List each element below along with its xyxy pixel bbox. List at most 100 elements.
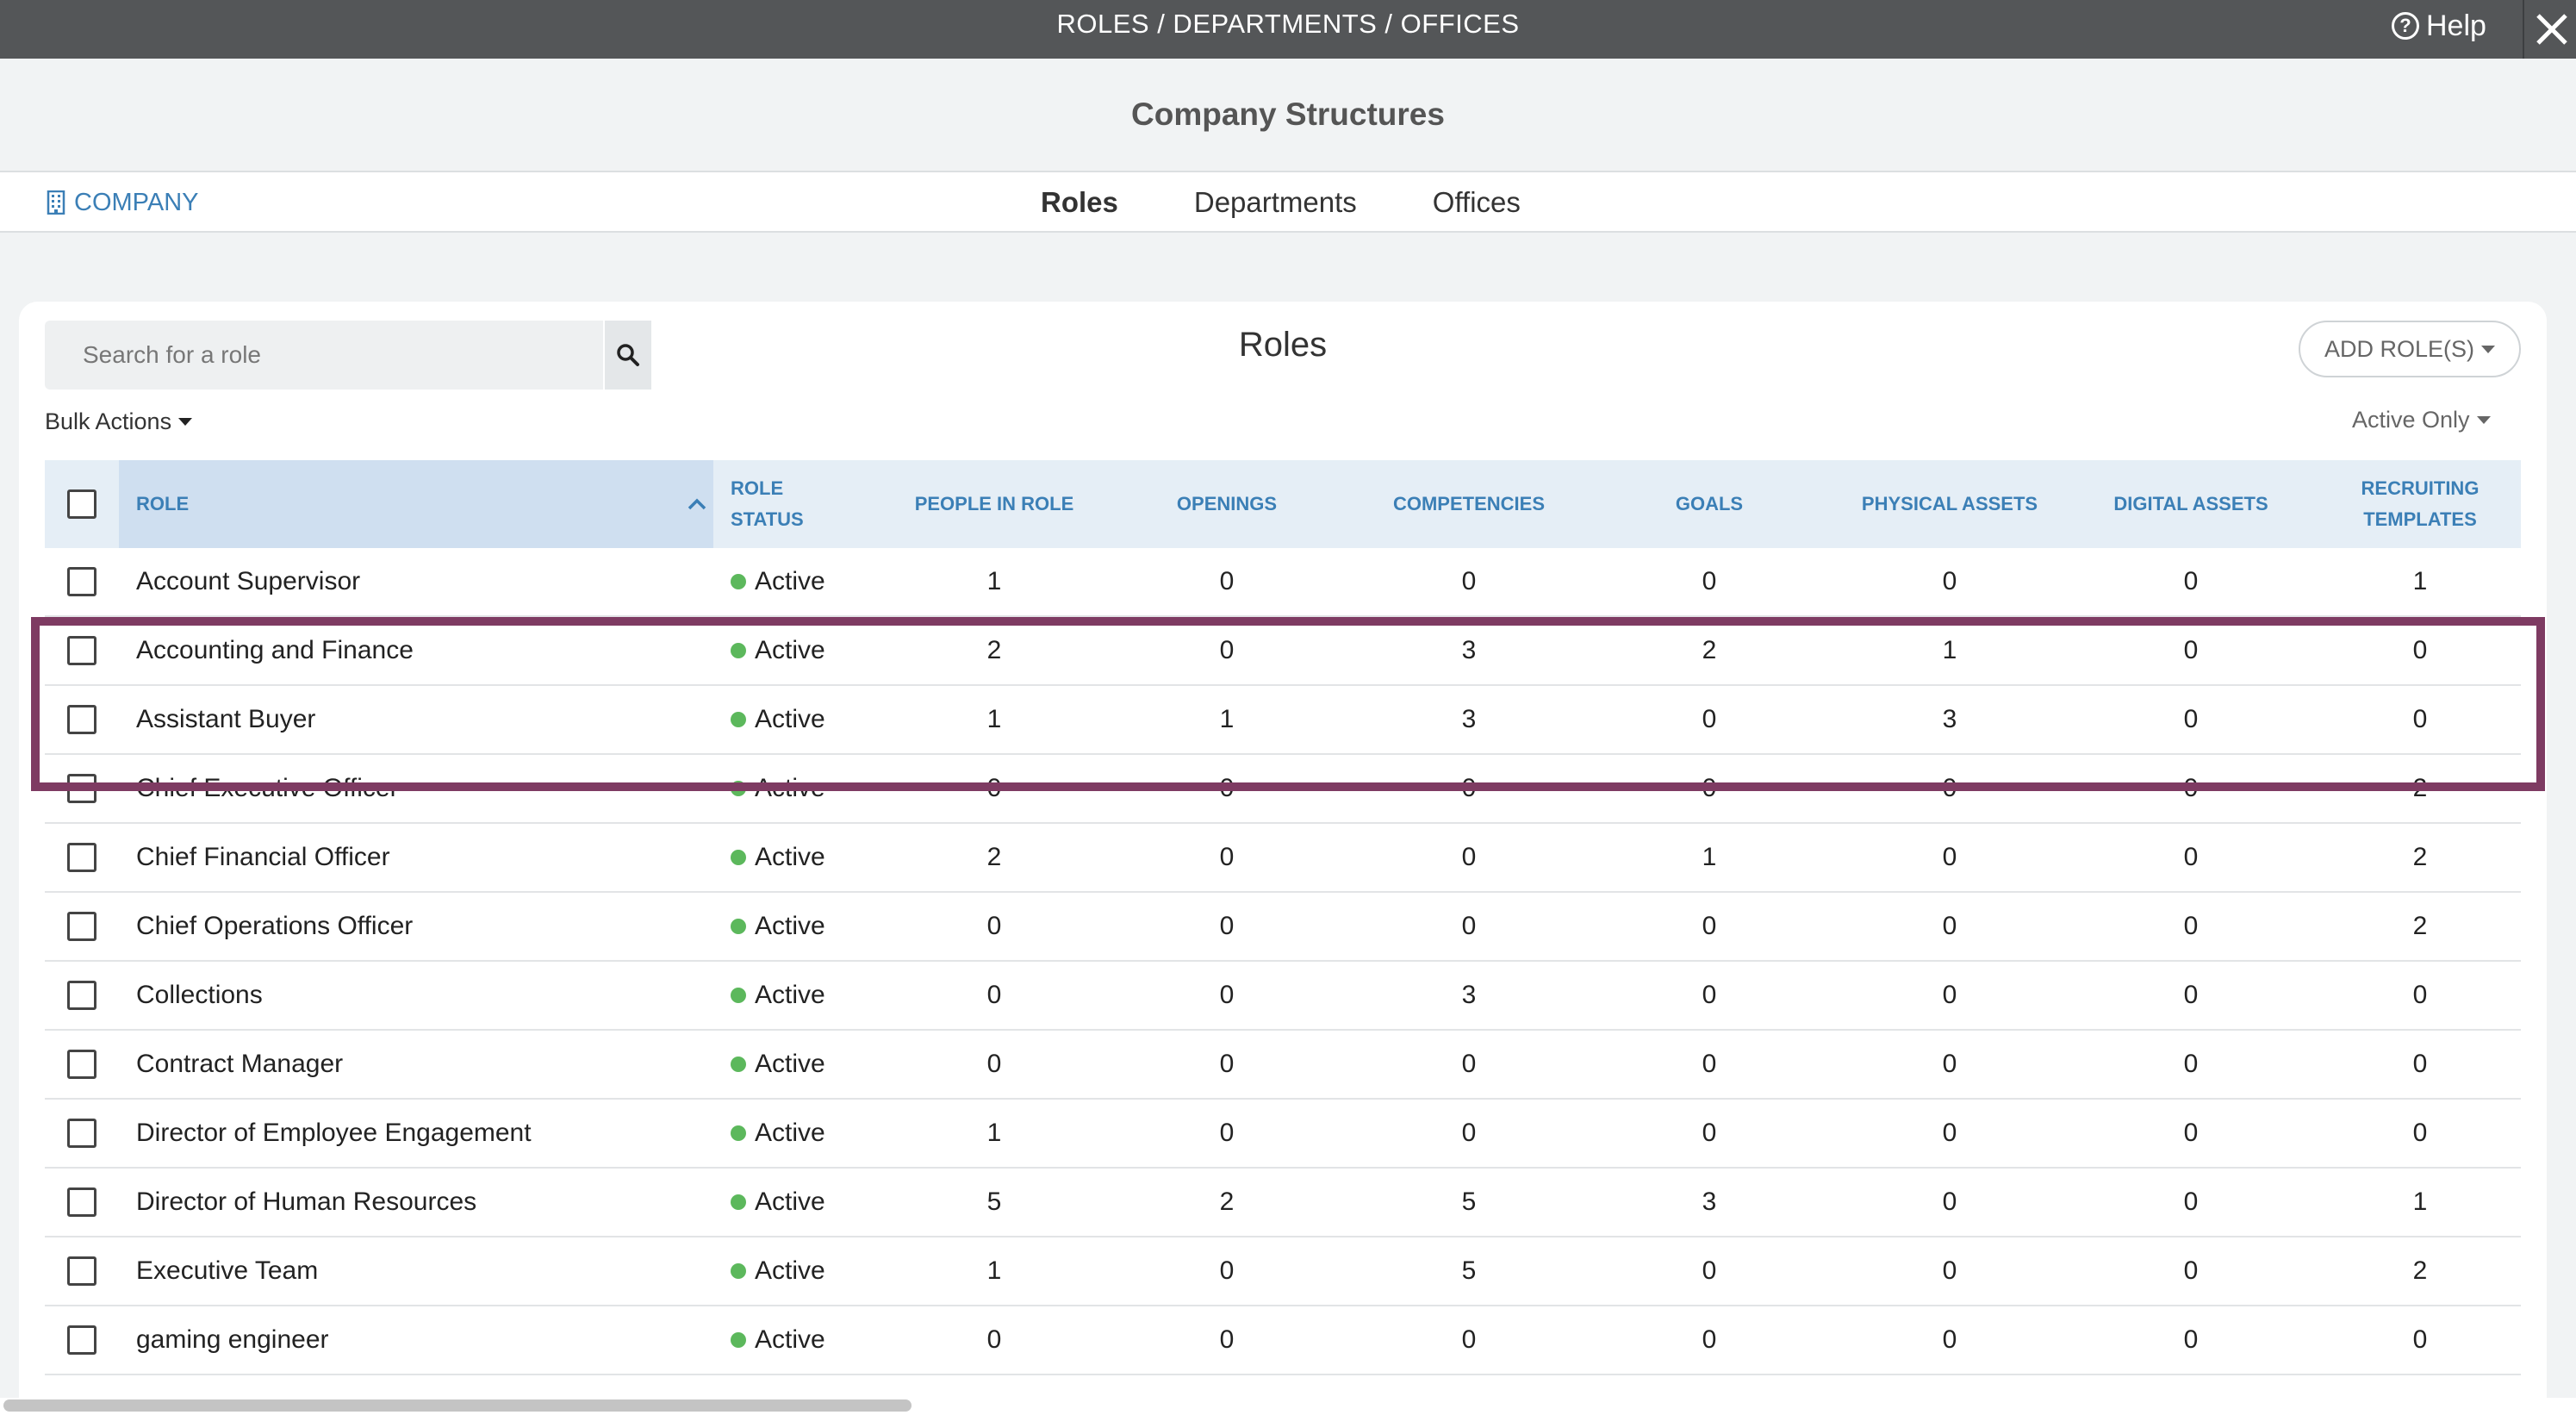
tab-offices[interactable]: Offices <box>1432 186 1521 218</box>
tab-roles[interactable]: Roles <box>1041 186 1118 218</box>
company-link[interactable]: COMPANY <box>47 172 198 233</box>
goals-count: 0 <box>1702 567 1717 595</box>
close-button[interactable] <box>2528 0 2576 59</box>
roles-table: ROLE ROLE STATUS PEOPLE IN ROLE OPENINGS … <box>45 460 2521 1375</box>
column-header-digital-assets[interactable]: DIGITAL ASSETS <box>2113 493 2268 514</box>
people-in-role-count: 1 <box>986 705 1002 733</box>
role-name[interactable]: Chief Executive Officer <box>136 774 399 802</box>
row-checkbox[interactable] <box>67 774 96 803</box>
row-checkbox[interactable] <box>67 912 96 941</box>
row-select-cell <box>45 843 119 872</box>
role-status-label: Active <box>755 774 825 802</box>
role-name[interactable]: gaming engineer <box>136 1325 329 1354</box>
row-select-cell <box>45 705 119 734</box>
goals-count: 1 <box>1702 843 1717 871</box>
select-all-checkbox[interactable] <box>67 489 96 519</box>
row-select-cell <box>45 1325 119 1355</box>
row-checkbox[interactable] <box>67 705 96 734</box>
role-name[interactable]: Collections <box>136 981 263 1009</box>
table-row[interactable]: Chief Executive Officer Active 0 0 0 0 0 0 2 <box>45 755 2521 824</box>
row-checkbox[interactable] <box>67 636 96 665</box>
row-checkbox[interactable] <box>67 1256 96 1286</box>
column-header-goals[interactable]: GOALS <box>1675 493 1744 514</box>
openings-count: 2 <box>1219 1187 1235 1216</box>
add-roles-button[interactable]: ADD ROLE(S) <box>2299 321 2521 377</box>
tab-departments[interactable]: Departments <box>1193 186 1357 218</box>
role-name[interactable]: Account Supervisor <box>136 567 361 595</box>
help-button[interactable]: ? Help <box>2392 7 2486 45</box>
competencies-count: 5 <box>1461 1187 1477 1216</box>
row-checkbox[interactable] <box>67 1187 96 1217</box>
status-dot-icon <box>731 643 746 658</box>
column-header-role[interactable]: ROLE <box>119 460 713 548</box>
column-label-role: ROLE <box>136 493 190 514</box>
horizontal-scrollbar[interactable] <box>0 1398 2576 1415</box>
column-header-people-in-role[interactable]: PEOPLE IN ROLE <box>914 493 1074 514</box>
table-row[interactable]: Contract Manager Active 0 0 0 0 0 0 0 <box>45 1031 2521 1100</box>
table-row[interactable]: Chief Financial Officer Active 2 0 0 1 0 0 2 <box>45 824 2521 893</box>
physical-assets-count: 0 <box>1942 1119 1957 1147</box>
search-button[interactable] <box>603 321 651 390</box>
row-select-cell <box>45 636 119 665</box>
table-row[interactable]: Executive Team Active 1 0 5 0 0 0 2 <box>45 1237 2521 1306</box>
row-checkbox[interactable] <box>67 981 96 1010</box>
column-header-openings[interactable]: OPENINGS <box>1176 493 1278 514</box>
role-name[interactable]: Chief Operations Officer <box>136 912 414 940</box>
table-row[interactable]: Director of Human Resources Active 5 2 5 3 0 0 1 <box>45 1169 2521 1237</box>
recruiting-templates-count: 2 <box>2412 1256 2428 1285</box>
table-row[interactable]: Director of Employee Engagement Active 1 0 0… <box>45 1100 2521 1169</box>
table-row[interactable]: gaming engineer Active 0 0 0 0 0 0 0 <box>45 1306 2521 1375</box>
column-header-competencies[interactable]: COMPETENCIES <box>1392 493 1546 514</box>
column-header-recruiting-templates[interactable]: RECRUITING TEMPLATES <box>2319 460 2521 548</box>
row-checkbox[interactable] <box>67 1119 96 1148</box>
recruiting-templates-count: 1 <box>2412 567 2428 595</box>
competencies-count: 3 <box>1461 636 1477 664</box>
page-title: Company Structures <box>1131 97 1445 132</box>
status-dot-icon <box>731 850 746 865</box>
openings-count: 0 <box>1219 912 1235 940</box>
search-input[interactable] <box>45 321 558 390</box>
status-dot-icon <box>731 1125 746 1141</box>
top-bar: ROLES / DEPARTMENTS / OFFICES ? Help <box>0 0 2576 59</box>
competencies-count: 3 <box>1461 705 1477 733</box>
status-dot-icon <box>731 1194 746 1210</box>
table-row[interactable]: Collections Active 0 0 3 0 0 0 0 <box>45 962 2521 1031</box>
column-header-physical-assets[interactable]: PHYSICAL ASSETS <box>1861 493 2038 514</box>
table-row[interactable]: Assistant Buyer Active 1 1 3 0 3 0 0 <box>45 686 2521 755</box>
caret-down-icon <box>178 418 193 426</box>
role-name[interactable]: Chief Financial Officer <box>136 843 390 871</box>
status-dot-icon <box>731 781 746 796</box>
role-name[interactable]: Contract Manager <box>136 1050 344 1078</box>
role-name[interactable]: Director of Human Resources <box>136 1187 477 1216</box>
row-checkbox[interactable] <box>67 1325 96 1355</box>
role-name[interactable]: Assistant Buyer <box>136 705 316 733</box>
goals-count: 0 <box>1702 981 1717 1009</box>
goals-count: 0 <box>1702 705 1717 733</box>
bulk-actions-dropdown[interactable]: Bulk Actions <box>45 408 193 435</box>
table-row[interactable]: Account Supervisor Active 1 0 0 0 0 0 1 <box>45 548 2521 617</box>
role-status: Active <box>713 1099 891 1168</box>
column-header-role-status[interactable]: ROLE STATUS <box>713 460 891 548</box>
row-checkbox[interactable] <box>67 1050 96 1079</box>
table-row[interactable]: Chief Operations Officer Active 0 0 0 0 0 0 2 <box>45 893 2521 962</box>
role-status: Active <box>713 1030 891 1099</box>
openings-count: 0 <box>1219 1050 1235 1078</box>
role-name[interactable]: Executive Team <box>136 1256 319 1285</box>
row-checkbox[interactable] <box>67 843 96 872</box>
add-roles-label: ADD ROLE(S) <box>2324 335 2475 362</box>
role-name[interactable]: Director of Employee Engagement <box>136 1119 532 1147</box>
openings-count: 0 <box>1219 1325 1235 1354</box>
role-name[interactable]: Accounting and Finance <box>136 636 414 664</box>
scrollbar-thumb[interactable] <box>3 1399 912 1412</box>
row-select-cell <box>45 774 119 803</box>
openings-count: 0 <box>1219 1256 1235 1285</box>
row-checkbox[interactable] <box>67 567 96 596</box>
role-status: Active <box>713 823 891 892</box>
recruiting-templates-count: 0 <box>2412 1119 2428 1147</box>
table-row[interactable]: Accounting and Finance Active 2 0 3 2 1 0 0 <box>45 617 2521 686</box>
role-status-label: Active <box>755 1050 825 1078</box>
page-header: Company Structures <box>0 59 2576 172</box>
status-dot-icon <box>731 919 746 934</box>
status-filter-dropdown[interactable]: Active Only <box>2352 407 2491 433</box>
competencies-count: 5 <box>1461 1256 1477 1285</box>
